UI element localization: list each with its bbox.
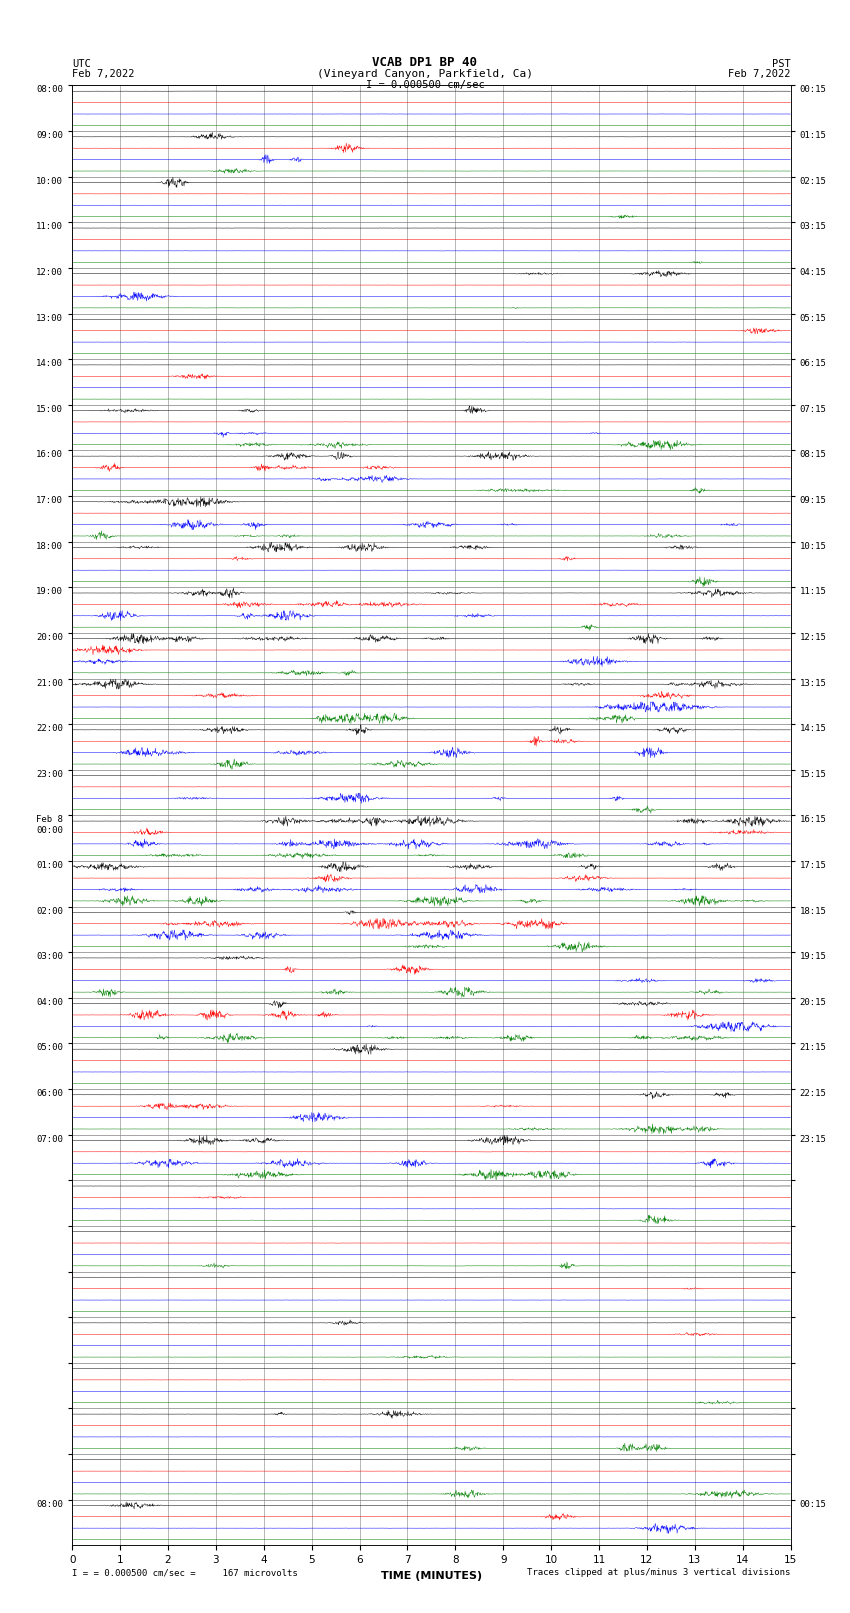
Text: UTC: UTC	[72, 58, 91, 69]
Text: I = 0.000500 cm/sec: I = 0.000500 cm/sec	[366, 79, 484, 90]
Text: Feb 7,2022: Feb 7,2022	[728, 69, 791, 79]
X-axis label: TIME (MINUTES): TIME (MINUTES)	[381, 1571, 482, 1581]
Text: Feb 7,2022: Feb 7,2022	[72, 69, 135, 79]
Text: I = = 0.000500 cm/sec =     167 microvolts: I = = 0.000500 cm/sec = 167 microvolts	[72, 1568, 298, 1578]
Text: (Vineyard Canyon, Parkfield, Ca): (Vineyard Canyon, Parkfield, Ca)	[317, 69, 533, 79]
Text: VCAB DP1 BP 40: VCAB DP1 BP 40	[372, 55, 478, 69]
Text: Traces clipped at plus/minus 3 vertical divisions: Traces clipped at plus/minus 3 vertical …	[527, 1568, 790, 1578]
Text: PST: PST	[772, 58, 791, 69]
